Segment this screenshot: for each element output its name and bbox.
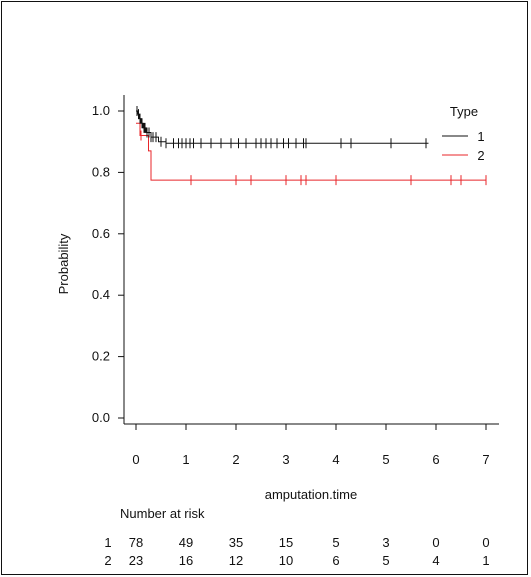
- y-tick-label: 0.4: [92, 287, 110, 302]
- x-tick-label: 6: [432, 452, 439, 467]
- risk-cell: 12: [229, 553, 243, 568]
- risk-cell: 15: [279, 535, 293, 550]
- risk-cell: 23: [129, 553, 143, 568]
- risk-row-label: 1: [104, 535, 111, 550]
- risk-cell: 5: [332, 535, 339, 550]
- x-tick-label: 0: [132, 452, 139, 467]
- risk-cell: 1: [482, 553, 489, 568]
- risk-cell: 78: [129, 535, 143, 550]
- y-tick-label: 0.2: [92, 349, 110, 364]
- risk-cell: 16: [179, 553, 193, 568]
- risk-cell: 4: [432, 553, 439, 568]
- x-tick-label: 4: [332, 452, 339, 467]
- survival-curves: [136, 110, 486, 181]
- risk-cell: 35: [229, 535, 243, 550]
- risk-table-title: Number at risk: [120, 506, 205, 521]
- survival-curve-2: [136, 122, 486, 181]
- x-axis-label: amputation.time: [265, 487, 358, 502]
- legend-label-1: 1: [477, 129, 484, 144]
- risk-cell: 49: [179, 535, 193, 550]
- y-tick-label: 1.0: [92, 103, 110, 118]
- risk-cell: 0: [432, 535, 439, 550]
- censor-marks: [136, 106, 487, 186]
- risk-row-label: 2: [104, 553, 111, 568]
- legend-title: Type: [450, 104, 478, 119]
- y-axis-label: Probability: [56, 233, 71, 294]
- risk-cell: 10: [279, 553, 293, 568]
- risk-table: 1 78 49 35 15 5 3 0 0 2 23 16 12 10 6 5 4 1: [104, 535, 489, 568]
- legend: Type 1 2: [442, 104, 485, 163]
- risk-cell: 6: [332, 553, 339, 568]
- x-tick-label: 2: [232, 452, 239, 467]
- risk-cell: 0: [482, 535, 489, 550]
- x-tick-label: 3: [282, 452, 289, 467]
- y-tick-label: 0.8: [92, 164, 110, 179]
- x-ticks: 0 1 2 3 4 5 6 7: [132, 424, 490, 467]
- survival-curve-1: [136, 110, 429, 144]
- risk-cell: 5: [382, 553, 389, 568]
- x-tick-label: 5: [382, 452, 389, 467]
- y-ticks: 0.0 0.2 0.4 0.6 0.8 1.0: [92, 103, 124, 425]
- x-tick-label: 7: [482, 452, 489, 467]
- legend-label-2: 2: [477, 148, 484, 163]
- risk-cell: 3: [382, 535, 389, 550]
- x-tick-label: 1: [182, 452, 189, 467]
- y-tick-label: 0.0: [92, 410, 110, 425]
- y-tick-label: 0.6: [92, 226, 110, 241]
